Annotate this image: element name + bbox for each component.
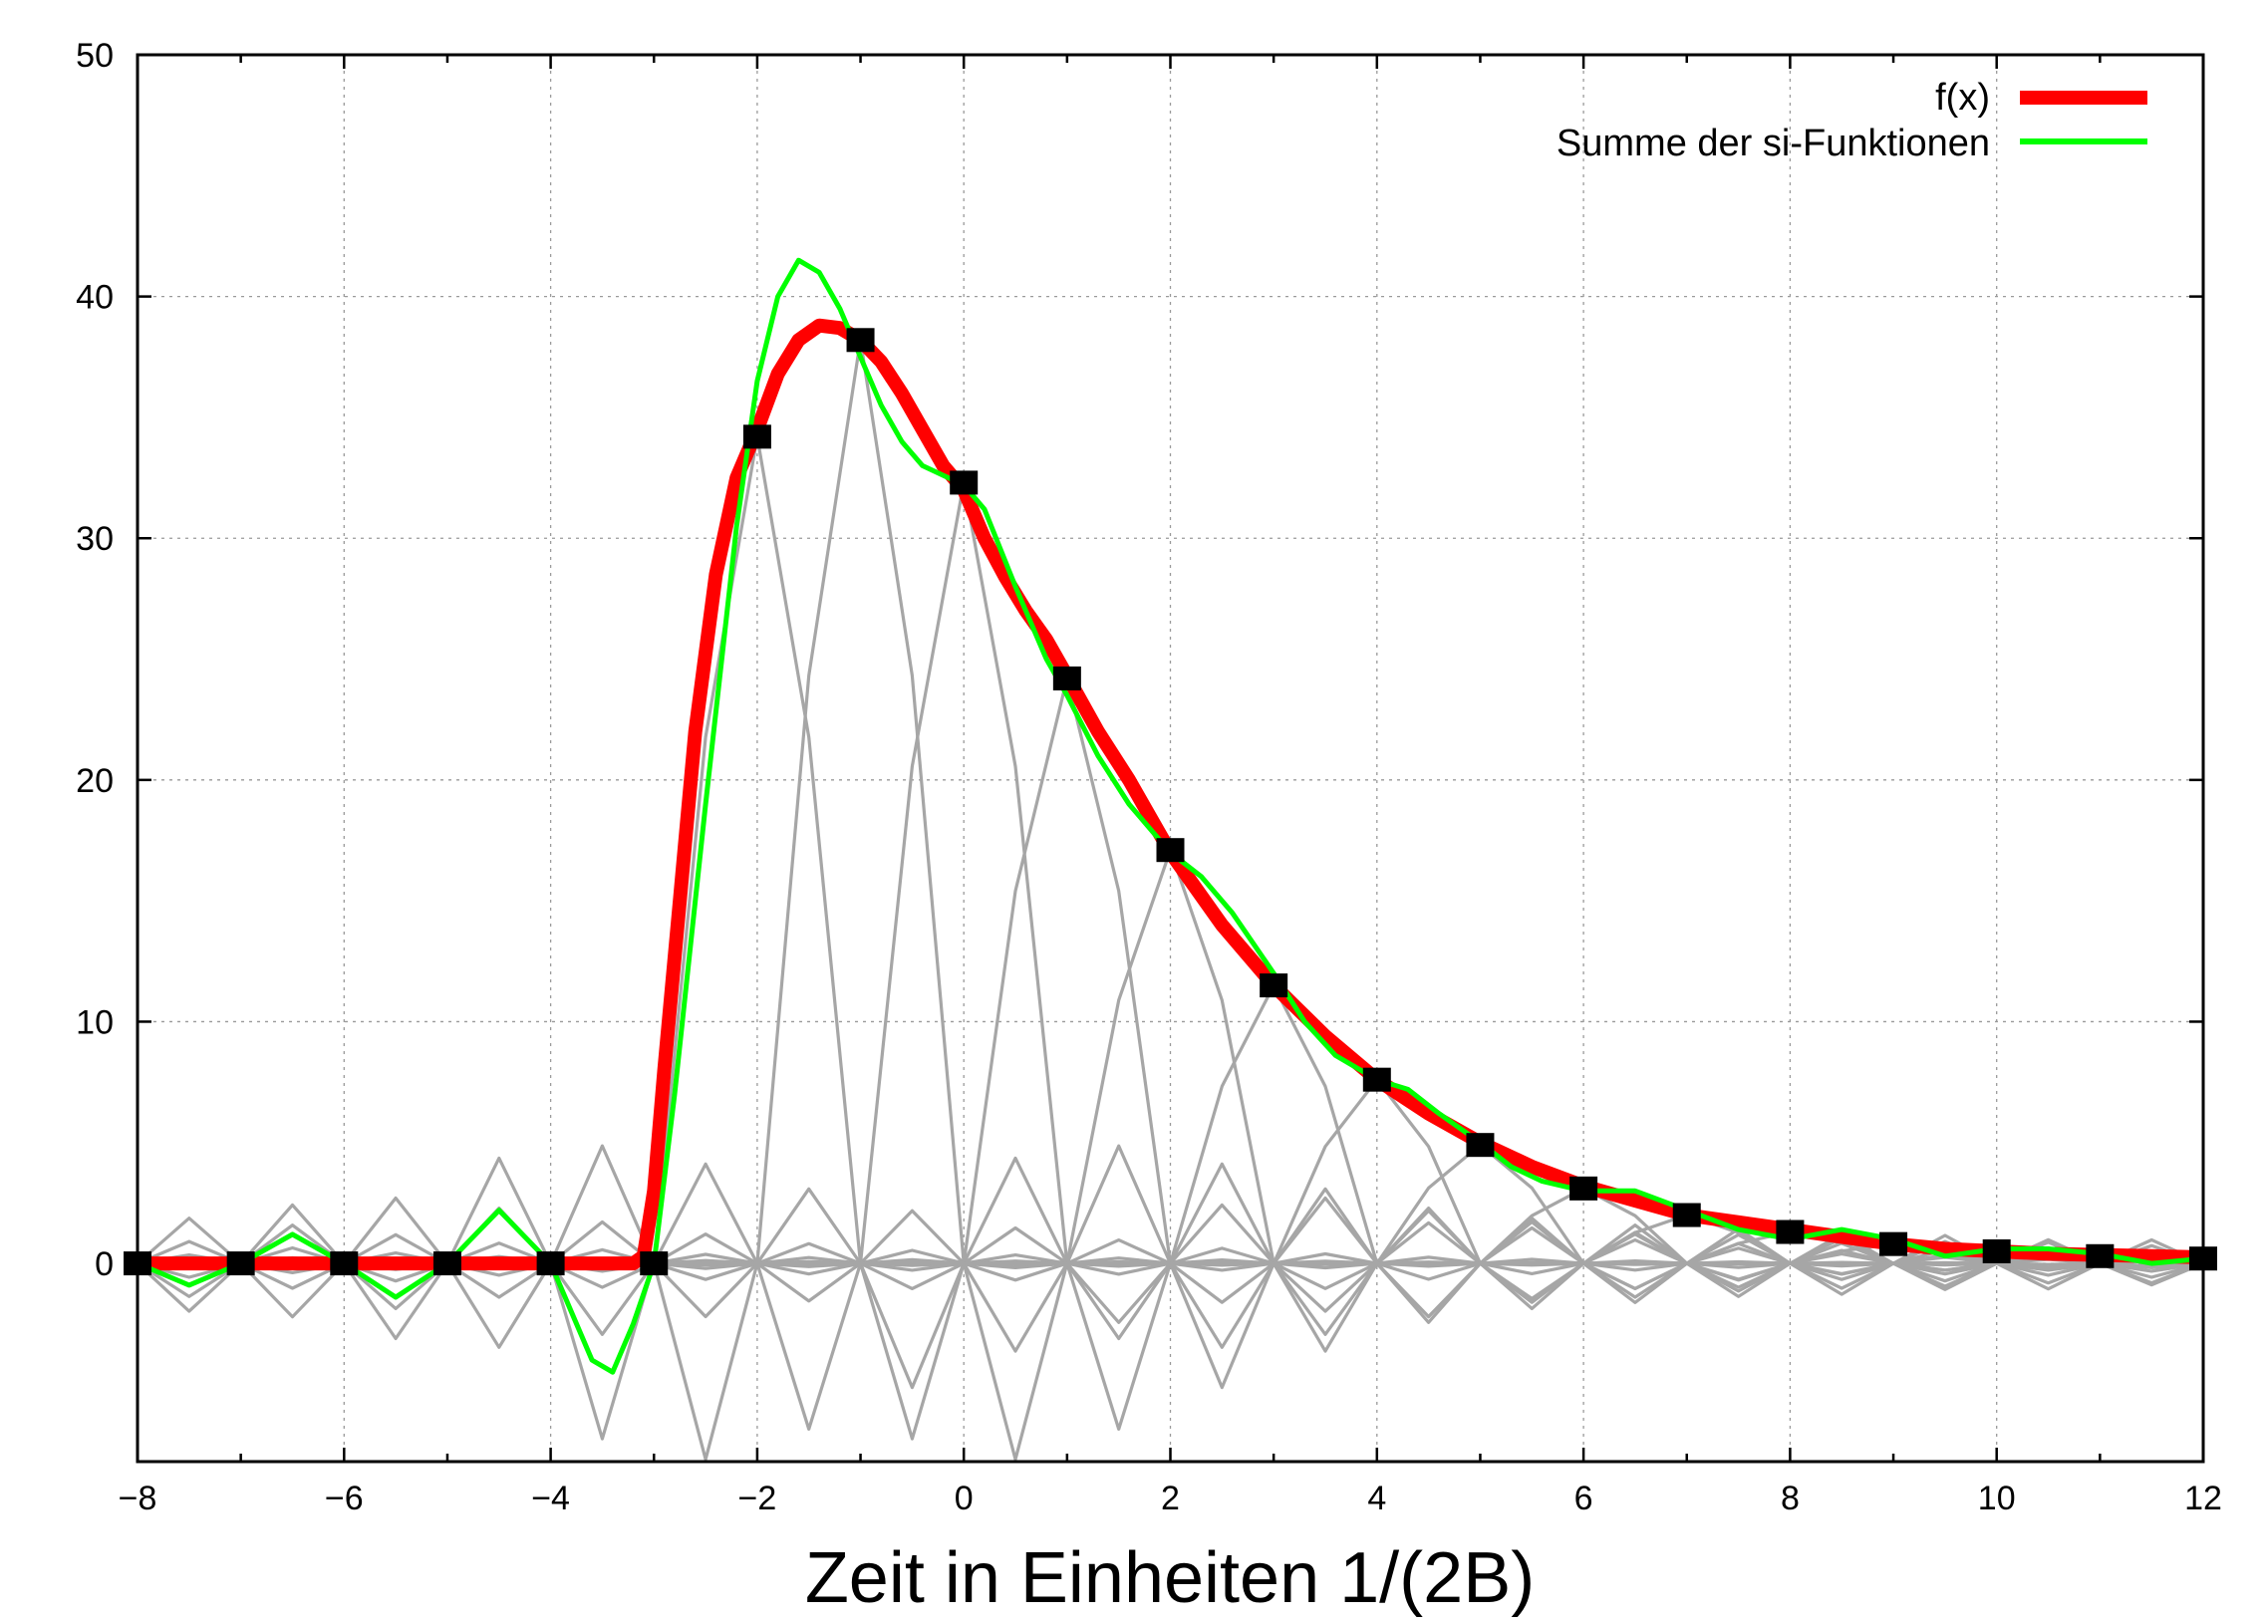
- y-tick-label: 50: [76, 37, 114, 75]
- sample-point: [1260, 973, 1288, 998]
- legend-label-fx: f(x): [1935, 77, 1990, 119]
- x-tick-label: 10: [1978, 1480, 2016, 1517]
- x-tick-label: 12: [2184, 1480, 2222, 1517]
- sample-point: [1052, 666, 1081, 690]
- y-tick-label: 20: [76, 762, 114, 800]
- x-tick-label: 4: [1367, 1480, 1386, 1517]
- axis-ticks: [136, 53, 2205, 1462]
- sample-point: [432, 1251, 461, 1276]
- y-tick-label: 10: [76, 1003, 114, 1041]
- x-axis-label: Zeit in Einheiten 1/(2B): [805, 1538, 1535, 1618]
- x-tick-label: −4: [531, 1480, 570, 1517]
- sample-point: [226, 1251, 255, 1276]
- sample-point: [1156, 838, 1185, 863]
- series-si-sum-line: [138, 257, 2203, 1375]
- x-tick-label: 6: [1574, 1480, 1593, 1517]
- sample-point: [1879, 1231, 1908, 1256]
- sample-point: [330, 1251, 359, 1276]
- sample-point: [950, 470, 979, 495]
- tick-labels: −8 −6 −4 −2 0 2 4 6 8 10 12 0 10 20 30 40 50: [76, 37, 2222, 1517]
- series-fx-line: [138, 318, 2203, 1271]
- series-group: [138, 257, 2203, 1375]
- x-tick-label: 8: [1781, 1480, 1800, 1517]
- sample-point: [640, 1251, 669, 1276]
- x-tick-label: −8: [119, 1480, 157, 1517]
- sample-point: [846, 328, 875, 353]
- sample-point: [536, 1251, 565, 1276]
- x-tick-label: 0: [955, 1480, 974, 1517]
- sample-point: [742, 424, 771, 449]
- sample-point: [1776, 1219, 1805, 1244]
- sample-points: [124, 328, 2217, 1276]
- y-tick-label: 40: [76, 279, 114, 317]
- sample-point: [1362, 1067, 1391, 1092]
- sample-point: [1466, 1133, 1495, 1158]
- sample-point: [1672, 1203, 1701, 1227]
- x-tick-label: −2: [738, 1480, 777, 1517]
- sample-point: [1569, 1176, 1598, 1201]
- legend-label-si-sum: Summe der si-Funktionen: [1557, 123, 1990, 164]
- y-tick-label: 0: [95, 1245, 114, 1283]
- legend: f(x) Summe der si-Funktionen: [1557, 77, 2147, 164]
- x-tick-label: 2: [1161, 1480, 1180, 1517]
- sample-point: [1982, 1238, 2011, 1263]
- sample-point: [2086, 1243, 2115, 1268]
- y-tick-label: 30: [76, 520, 114, 558]
- x-tick-label: −6: [325, 1480, 364, 1517]
